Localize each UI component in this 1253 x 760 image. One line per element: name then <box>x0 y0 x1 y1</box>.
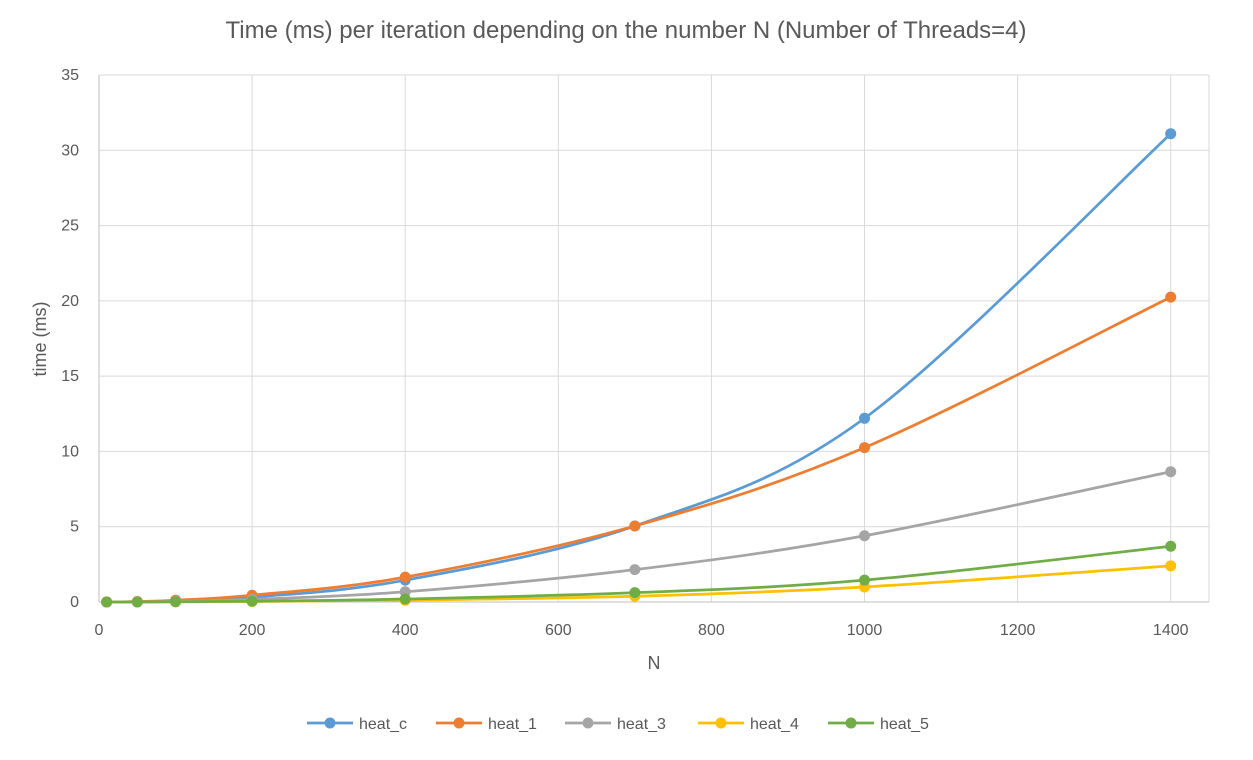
y-tick-label: 30 <box>61 142 79 159</box>
data-point-heat_5 <box>629 587 641 599</box>
data-point-heat_c <box>859 412 871 424</box>
legend-swatch-marker <box>845 717 857 729</box>
data-point-heat_5 <box>170 596 182 608</box>
y-tick-label: 20 <box>61 293 79 310</box>
data-point-heat_3 <box>1165 466 1177 478</box>
data-point-heat_c <box>1165 128 1177 140</box>
legend-swatch-marker <box>715 717 727 729</box>
data-point-heat_5 <box>859 574 871 586</box>
data-point-heat_5 <box>399 593 411 605</box>
x-tick-label: 800 <box>698 622 725 639</box>
legend-label: heat_c <box>359 716 407 733</box>
x-tick-label: 200 <box>239 622 266 639</box>
y-axis-title: time (ms) <box>30 302 50 377</box>
legend-swatch-marker <box>582 717 594 729</box>
legend-label: heat_1 <box>488 716 537 733</box>
data-point-heat_5 <box>1165 540 1177 552</box>
series-line-heat_c <box>105 132 1173 604</box>
data-point-heat_4 <box>1165 560 1177 572</box>
data-point-heat_3 <box>859 530 871 542</box>
legend-item-heat_c: heat_c <box>307 716 407 733</box>
data-point-heat_1 <box>399 571 411 583</box>
series-heat_1 <box>101 291 1177 608</box>
x-tick-label: 1200 <box>1000 622 1036 639</box>
series-line-heat_3 <box>105 470 1173 604</box>
legend-item-heat_5: heat_5 <box>828 716 929 733</box>
series-line-heat_1 <box>105 295 1173 604</box>
legend-label: heat_3 <box>617 716 666 733</box>
data-point-heat_1 <box>629 520 641 532</box>
legend: heat_c heat_1 heat_3 heat_4 heat_5 <box>307 716 929 733</box>
legend-item-heat_4: heat_4 <box>698 716 799 733</box>
x-axis-title: N <box>648 653 661 673</box>
series-heat_5 <box>101 540 1177 608</box>
series-heat_3 <box>101 466 1177 608</box>
data-point-heat_3 <box>629 564 641 576</box>
axes <box>98 75 1209 603</box>
series-heat_c <box>101 128 1177 608</box>
y-tick-label: 10 <box>61 443 79 460</box>
gridlines <box>99 74 1210 602</box>
x-tick-label: 1400 <box>1153 622 1189 639</box>
x-tick-label: 400 <box>392 622 419 639</box>
legend-swatch-marker <box>453 717 465 729</box>
legend-label: heat_4 <box>750 716 799 733</box>
y-tick-label: 15 <box>61 368 79 385</box>
legend-item-heat_3: heat_3 <box>565 716 666 733</box>
series-line-heat_5 <box>105 544 1173 604</box>
x-tick-label: 0 <box>95 622 104 639</box>
data-point-heat_5 <box>246 595 258 607</box>
legend-swatch-marker <box>324 717 336 729</box>
y-tick-label: 5 <box>70 519 79 536</box>
chart-title: Time (ms) per iteration depending on the… <box>225 17 1026 44</box>
y-tick-label: 0 <box>70 594 79 611</box>
data-point-heat_5 <box>131 596 143 608</box>
y-tick-label: 35 <box>61 67 79 84</box>
x-tick-label: 1000 <box>847 622 883 639</box>
data-point-heat_5 <box>101 596 113 608</box>
data-point-heat_1 <box>1165 291 1177 303</box>
y-tick-label: 25 <box>61 218 79 235</box>
legend-label: heat_5 <box>880 716 929 733</box>
x-tick-label: 600 <box>545 622 572 639</box>
series-lines <box>101 128 1177 608</box>
legend-item-heat_1: heat_1 <box>436 716 537 733</box>
data-point-heat_1 <box>859 442 871 454</box>
tick-labels: 0 5 10 15 20 25 30 35 0 200 400 600 800 1000 1200 1400 <box>61 67 1188 639</box>
